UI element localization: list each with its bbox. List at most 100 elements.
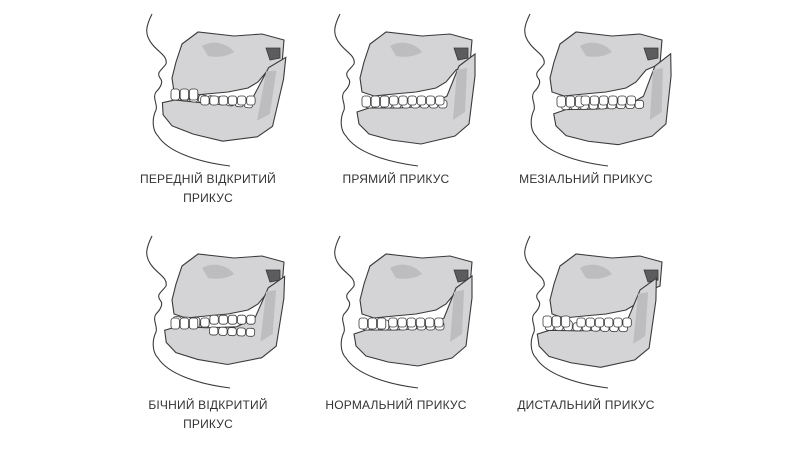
jaw-illustration-mesial-bite [524, 13, 672, 167]
jaw-illustration-anterior-open-bite [146, 13, 287, 167]
jaw-illustration-distal-bite [524, 235, 663, 389]
caption-line-1: ДИСТАЛЬНИЙ ПРИКУС [517, 398, 655, 412]
upper-tooth [617, 95, 627, 106]
face-profile-line [524, 13, 609, 167]
upper-tooth [227, 314, 238, 325]
upper-skull [359, 253, 473, 319]
upper-tooth [170, 88, 180, 101]
upper-tooth [425, 317, 435, 328]
upper-tooth [397, 317, 407, 328]
caption-line-1: МЕЗІАЛЬНИЙ ПРИКУС [519, 172, 653, 186]
upper-tooth [406, 317, 416, 328]
upper-skull [171, 253, 285, 319]
panel-lateral-open-bite: БІЧНИЙ ВІДКРИТИЙ ПРИКУС [108, 222, 308, 447]
upper-tooth [388, 317, 398, 328]
caption-straight-bite: ПРЯМИЙ ПРИКУС [296, 170, 496, 189]
lower-tooth [236, 327, 246, 337]
upper-tooth [209, 314, 219, 325]
upper-tooth [565, 95, 576, 108]
upper-tooth [556, 95, 566, 108]
upper-skull [171, 31, 285, 97]
upper-tooth [189, 317, 199, 330]
mandible-ramus-shading [450, 290, 464, 342]
upper-tooth [416, 95, 426, 106]
jaw-illustration-straight-bite [334, 13, 476, 167]
upper-tooth [246, 314, 256, 325]
upper-tooth [585, 317, 595, 328]
upper-tooth [189, 88, 199, 101]
upper-tooth [407, 95, 417, 106]
upper-tooth [626, 95, 636, 106]
upper-tooth [594, 317, 605, 328]
caption-line-2: ПРИКУС [183, 417, 233, 431]
upper-tooth [434, 317, 444, 328]
upper-skull [359, 31, 473, 97]
upper-tooth [426, 95, 436, 106]
upper-tooth [604, 317, 614, 328]
upper-tooth [200, 95, 210, 106]
upper-tooth [580, 95, 590, 106]
lower-tooth [209, 326, 219, 336]
ear-canal-shadow [265, 47, 281, 61]
upper-tooth [367, 317, 378, 330]
upper-tooth [398, 95, 408, 106]
face-profile-line [524, 235, 609, 389]
cheekbone-shading [202, 264, 234, 279]
mandible-ramus-shading [260, 290, 277, 342]
caption-line-1: НОРМАЛЬНИЙ ПРИКУС [325, 398, 467, 412]
upper-skull [549, 31, 663, 97]
upper-tooth [415, 317, 426, 328]
caption-anterior-open-bite: ПЕРЕДНІЙ ВІДКРИТИЙ ПРИКУС [108, 170, 308, 208]
mandible-ramus-shading [633, 292, 649, 344]
upper-tooth [179, 317, 190, 330]
upper-tooth [380, 95, 390, 108]
upper-tooth [200, 317, 210, 328]
mandible-ramus-shading [257, 70, 277, 121]
upper-tooth [622, 317, 632, 328]
face-profile-line [146, 13, 231, 167]
upper-tooth [551, 315, 562, 328]
lower-tooth [245, 327, 256, 337]
caption-line-1: БІЧНИЙ ВІДКРИТИЙ [148, 398, 268, 412]
mandible-ramus-shading [453, 68, 467, 120]
upper-tooth [358, 317, 368, 330]
cheekbone-shading [390, 264, 422, 279]
upper-tooth [218, 314, 228, 325]
jaw-illustration-normal-bite [334, 235, 473, 389]
lower-tooth [218, 326, 228, 336]
panel-normal-bite: НОРМАЛЬНИЙ ПРИКУС [296, 222, 496, 447]
upper-tooth [361, 95, 371, 108]
ear-canal-shadow [643, 47, 659, 61]
upper-tooth [237, 314, 247, 325]
face-profile-line [334, 13, 419, 167]
upper-tooth [246, 95, 256, 106]
panel-anterior-open-bite: ПЕРЕДНІЙ ВІДКРИТИЙ ПРИКУС [108, 0, 308, 225]
upper-tooth [576, 317, 586, 328]
lower-tooth [634, 99, 644, 109]
mandible-ramus-shading [649, 67, 663, 121]
mandible [164, 275, 286, 366]
upper-tooth [227, 95, 238, 106]
caption-line-1: ПЕРЕДНІЙ ВІДКРИТИЙ [140, 172, 276, 186]
cheekbone-shading [580, 42, 612, 57]
caption-line-1: ПРЯМИЙ ПРИКУС [342, 172, 450, 186]
caption-mesial-bite: МЕЗІАЛЬНИЙ ПРИКУС [486, 170, 686, 189]
cheekbone-shading [202, 42, 234, 57]
caption-line-2: ПРИКУС [183, 191, 233, 205]
upper-tooth [170, 317, 180, 330]
upper-tooth [613, 317, 623, 328]
upper-tooth [608, 95, 618, 106]
upper-tooth [589, 95, 600, 106]
caption-lateral-open-bite: БІЧНИЙ ВІДКРИТИЙ ПРИКУС [108, 396, 308, 434]
upper-tooth [209, 95, 219, 106]
upper-tooth [599, 95, 609, 106]
panel-straight-bite: ПРЯМИЙ ПРИКУС [296, 0, 496, 225]
jaw-illustration-lateral-open-bite [146, 235, 286, 389]
cheekbone-shading [580, 264, 612, 279]
lower-tooth [227, 327, 237, 337]
upper-skull [549, 253, 663, 319]
cheekbone-shading [390, 42, 422, 57]
face-profile-line [146, 235, 231, 389]
caption-normal-bite: НОРМАЛЬНИЙ ПРИКУС [296, 396, 496, 415]
upper-tooth [218, 95, 228, 106]
